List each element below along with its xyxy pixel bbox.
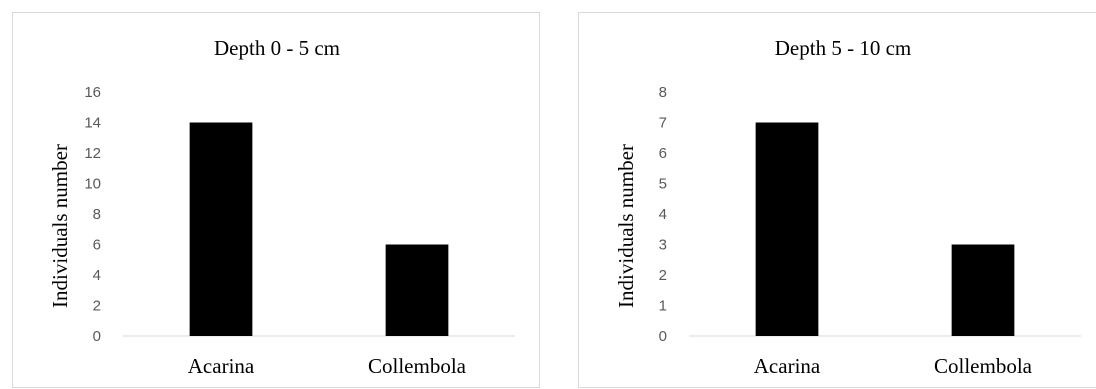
y-tick-label: 4 xyxy=(93,267,101,284)
x-tick-label: Acarina xyxy=(754,354,821,378)
chart-title: Depth 5 - 10 cm xyxy=(775,36,911,60)
chart-panel-depth-5-10: Depth 5 - 10 cm Individuals number 0 1 2 3 4… xyxy=(578,12,1096,388)
y-tick-label: 6 xyxy=(659,145,667,162)
chart-svg-depth-0-5: Depth 0 - 5 cm Individuals number 0 2 4 6 8 1… xyxy=(48,36,515,378)
y-tick-label: 10 xyxy=(84,176,101,193)
bar-collembola xyxy=(951,244,1015,336)
y-tick-label: 1 xyxy=(659,298,667,315)
y-tick-label: 8 xyxy=(93,206,101,223)
x-tick-label: Collembola xyxy=(934,354,1033,378)
plot-area: 0 1 2 3 4 5 6 7 8 Acarina Collembola xyxy=(659,84,1081,378)
y-tick-label: 3 xyxy=(659,237,667,254)
chart-panel-depth-0-5: Depth 0 - 5 cm Individuals number 0 2 4 6 8 1… xyxy=(12,12,540,388)
y-tick-label: 7 xyxy=(659,115,667,132)
y-axis-label: Individuals number xyxy=(614,144,638,308)
x-tick-label: Collembola xyxy=(368,354,467,378)
y-tick-label: 0 xyxy=(93,328,101,345)
y-tick-label: 12 xyxy=(84,145,101,162)
y-tick-label: 2 xyxy=(93,298,101,315)
y-tick-label: 5 xyxy=(659,176,667,193)
bar-acarina xyxy=(189,122,253,336)
y-tick-label: 4 xyxy=(659,206,667,223)
plot-area: 0 2 4 6 8 10 12 14 16 Acarina Collembola xyxy=(84,84,515,378)
y-tick-label: 8 xyxy=(659,84,667,101)
x-tick-label: Acarina xyxy=(188,354,255,378)
y-tick-label: 0 xyxy=(659,328,667,345)
bar-acarina xyxy=(755,122,819,336)
y-tick-label: 6 xyxy=(93,237,101,254)
bar-collembola xyxy=(385,244,449,336)
y-tick-label: 14 xyxy=(84,115,101,132)
y-axis-label: Individuals number xyxy=(48,144,72,308)
y-tick-label: 2 xyxy=(659,267,667,284)
chart-title: Depth 0 - 5 cm xyxy=(214,36,340,60)
y-tick-label: 16 xyxy=(84,84,101,101)
chart-svg-depth-5-10: Depth 5 - 10 cm Individuals number 0 1 2 3 4… xyxy=(614,36,1081,378)
